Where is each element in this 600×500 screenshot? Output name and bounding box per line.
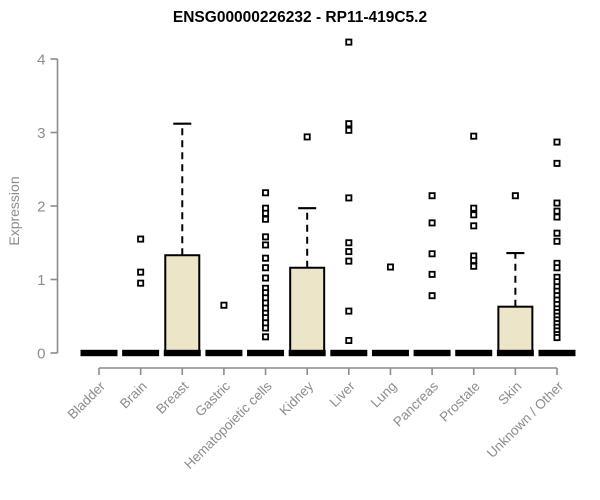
y-tick-label: 3 <box>37 125 45 142</box>
outlier-point <box>428 270 436 278</box>
median-bar <box>496 349 534 357</box>
median-bar <box>288 349 326 357</box>
outlier-point <box>262 264 270 272</box>
x-category-label: Prostate <box>437 379 483 425</box>
outlier-point <box>428 219 436 227</box>
outlier-point <box>262 209 270 217</box>
median-bar <box>80 349 118 357</box>
median-bar <box>413 349 451 357</box>
median-bar <box>163 349 201 357</box>
outlier-point <box>428 250 436 258</box>
median-bar <box>538 349 576 357</box>
outlier-point <box>262 215 270 223</box>
outlier-point <box>428 292 436 300</box>
outlier-point <box>262 189 270 197</box>
outlier-point <box>553 334 561 342</box>
outlier-point <box>553 213 561 221</box>
outlier-point <box>553 159 561 167</box>
outlier-point <box>553 264 561 272</box>
outlier-point <box>345 239 353 247</box>
median-bar <box>330 349 368 357</box>
x-category-label: Pancreas <box>390 378 441 429</box>
box <box>497 305 534 355</box>
outlier-point <box>345 126 353 134</box>
x-category-label: Unknown / Other <box>484 378 567 461</box>
chart-title: ENSG00000226232 - RP11-419C5.2 <box>172 9 428 26</box>
x-category-label: Skin <box>495 379 524 408</box>
outlier-point <box>137 235 145 243</box>
outlier-point <box>386 263 394 271</box>
outlier-point <box>470 211 478 219</box>
outlier-point <box>262 233 270 241</box>
outlier-point <box>220 301 228 309</box>
y-axis-title: Expression <box>6 176 22 246</box>
box <box>289 266 326 354</box>
median-bar <box>122 349 160 357</box>
outlier-point <box>137 268 145 276</box>
outlier-point <box>262 333 270 341</box>
median-bar <box>371 349 409 357</box>
median-bar <box>247 349 285 357</box>
outlier-point <box>262 254 270 262</box>
x-category-label: Bladder <box>65 378 109 422</box>
outlier-point <box>553 229 561 237</box>
x-category-label: Brain <box>117 379 150 412</box>
outlier-point <box>553 138 561 146</box>
outlier-point <box>470 222 478 230</box>
outlier-point <box>345 38 353 46</box>
outlier-point <box>345 194 353 202</box>
y-tick-label: 0 <box>37 346 45 363</box>
outlier-point <box>345 120 353 128</box>
x-category-label: Breast <box>153 378 191 416</box>
outlier-point <box>470 132 478 140</box>
outlier-point <box>345 307 353 315</box>
median-bar <box>455 349 493 357</box>
outlier-point <box>553 237 561 245</box>
outlier-point <box>428 192 436 200</box>
x-category-label: Kidney <box>277 378 317 418</box>
y-tick-label: 1 <box>37 272 45 289</box>
outlier-point <box>345 257 353 265</box>
outlier-point <box>262 274 270 282</box>
outlier-point <box>470 256 478 264</box>
outlier-point <box>470 204 478 212</box>
outlier-point <box>511 192 519 200</box>
outlier-point <box>262 324 270 332</box>
outlier-point <box>303 133 311 141</box>
y-tick-label: 2 <box>37 199 45 216</box>
x-category-label: Lung <box>368 379 400 411</box>
y-tick-label: 4 <box>37 52 45 69</box>
outlier-point <box>470 262 478 270</box>
outlier-point <box>262 241 270 249</box>
outlier-point <box>345 248 353 256</box>
outlier-point <box>553 207 561 215</box>
outlier-point <box>137 279 145 287</box>
x-category-label: Liver <box>327 378 359 410</box>
box <box>164 254 201 354</box>
outlier-point <box>553 199 561 207</box>
outlier-point <box>345 337 353 345</box>
x-category-label: Gastric <box>192 378 233 419</box>
median-bar <box>205 349 243 357</box>
